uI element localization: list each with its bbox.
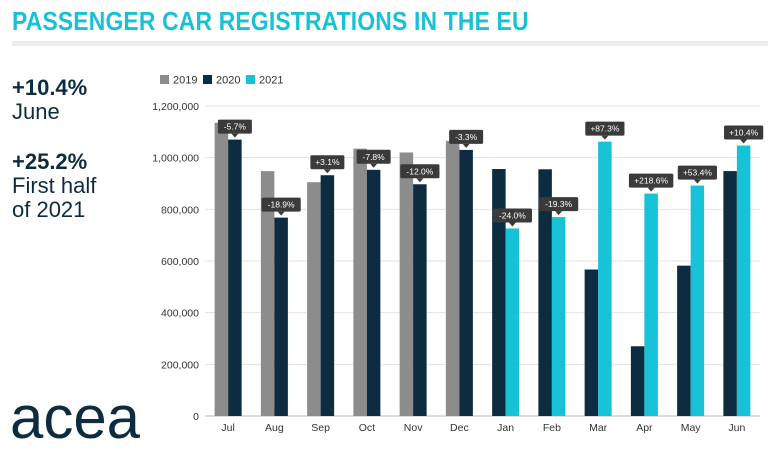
change-label-pointer: [555, 211, 563, 216]
y-tick-label: 0: [193, 411, 199, 423]
first-half-stat-label-line2: of 2021: [12, 197, 86, 222]
change-label: -5.7%: [224, 122, 247, 132]
change-label-pointer: [462, 143, 470, 148]
change-label: -12.0%: [406, 166, 433, 176]
y-tick-label: 600,000: [161, 256, 199, 268]
y-tick-label: 200,000: [161, 359, 199, 371]
bar-2020-mar: [584, 269, 599, 416]
bar-2021-jun: [736, 145, 751, 416]
legend-swatch: [203, 75, 212, 84]
change-label-pointer: [231, 133, 239, 138]
change-label: -18.9%: [268, 200, 295, 210]
bar-2020-jun: [723, 171, 737, 416]
change-label-pointer: [508, 222, 516, 227]
change-label-box: [356, 149, 391, 164]
change-label-box: [677, 165, 717, 180]
y-tick-label: 1,200,000: [152, 101, 199, 113]
bar-2021-apr: [644, 193, 658, 416]
june-stat-value: +10.4%: [12, 75, 88, 100]
bar-2020-aug: [274, 217, 288, 416]
change-label-pointer: [693, 179, 701, 184]
change-label-box: [585, 121, 625, 136]
x-tick-label: Feb: [543, 422, 561, 434]
change-label: -24.0%: [499, 210, 526, 220]
x-tick-label: Oct: [359, 422, 375, 434]
bar-2019-nov: [399, 152, 414, 416]
change-label-pointer: [323, 169, 331, 174]
x-tick-label: May: [681, 422, 702, 434]
change-label-box: [628, 173, 674, 188]
x-tick-label: Jun: [728, 422, 745, 434]
bar-2020-apr: [630, 346, 645, 416]
acea-logo-text: acea: [10, 386, 141, 446]
first-half-stat: +25.2% First half of 2021: [12, 150, 96, 222]
bar-2020-sep: [320, 175, 335, 416]
change-label: -19.3%: [545, 199, 572, 209]
y-tick-label: 800,000: [161, 204, 199, 216]
change-label-box: [310, 155, 345, 170]
change-label-box: [217, 119, 252, 134]
change-label-pointer: [277, 211, 285, 216]
x-tick-label: Apr: [636, 422, 653, 434]
bar-2020-oct: [366, 169, 381, 416]
bar-2020-feb: [538, 169, 552, 416]
change-label: +218.6%: [634, 176, 668, 186]
x-tick-label: Nov: [404, 422, 423, 434]
change-label: +10.4%: [729, 128, 759, 138]
bar-2021-mar: [598, 141, 612, 416]
legend-label: 2020: [216, 75, 240, 87]
change-label-box: [449, 129, 484, 144]
change-label: +87.3%: [590, 124, 620, 134]
bar-2021-may: [690, 185, 705, 416]
legend-label: 2021: [259, 75, 283, 87]
x-tick-label: Aug: [265, 422, 284, 434]
title-divider: [12, 41, 768, 46]
bar-2019-oct: [353, 148, 367, 416]
change-label-pointer: [647, 187, 655, 192]
bar-2020-jul: [228, 139, 242, 417]
change-label: -3.3%: [455, 132, 478, 142]
june-stat-label: June: [12, 99, 60, 124]
y-tick-label: 1,000,000: [152, 153, 199, 165]
change-label-box: [261, 197, 301, 212]
change-label-box: [400, 164, 440, 179]
change-label: +3.1%: [315, 157, 340, 167]
x-tick-label: Dec: [450, 422, 469, 434]
legend-swatch: [246, 75, 255, 84]
june-stat: +10.4% June: [12, 76, 87, 124]
page-title: PASSENGER CAR REGISTRATIONS IN THE EU: [12, 6, 529, 36]
change-label-pointer: [370, 163, 378, 168]
bar-2020-nov: [413, 184, 427, 416]
bar-2019-sep: [307, 182, 321, 416]
change-label-pointer: [740, 139, 748, 144]
change-label: +53.4%: [683, 168, 713, 178]
bar-2020-jan: [492, 169, 506, 416]
bar-2020-may: [677, 265, 691, 416]
change-label-pointer: [601, 135, 609, 140]
acea-logo: acea: [10, 386, 141, 446]
change-label-box: [724, 125, 764, 140]
change-label: -7.8%: [363, 152, 386, 162]
first-half-stat-label-line1: First half: [12, 173, 97, 198]
bar-2021-jan: [505, 228, 520, 416]
legend-swatch: [160, 75, 169, 84]
x-tick-label: Sep: [311, 422, 330, 434]
y-tick-label: 400,000: [161, 308, 199, 320]
x-tick-label: Jan: [497, 422, 514, 434]
legend-label: 2019: [173, 75, 197, 87]
bar-2019-jul: [214, 122, 229, 417]
bar-2020-dec: [459, 149, 473, 416]
bar-2019-dec: [445, 140, 460, 416]
change-label-pointer: [416, 178, 424, 183]
first-half-stat-value: +25.2%: [12, 149, 88, 174]
x-tick-label: Mar: [589, 422, 608, 434]
bar-2019-aug: [260, 171, 275, 416]
change-label-box: [539, 197, 579, 212]
x-tick-label: Jul: [221, 422, 234, 434]
change-label-box: [492, 208, 532, 223]
bar-2021-feb: [551, 217, 566, 416]
